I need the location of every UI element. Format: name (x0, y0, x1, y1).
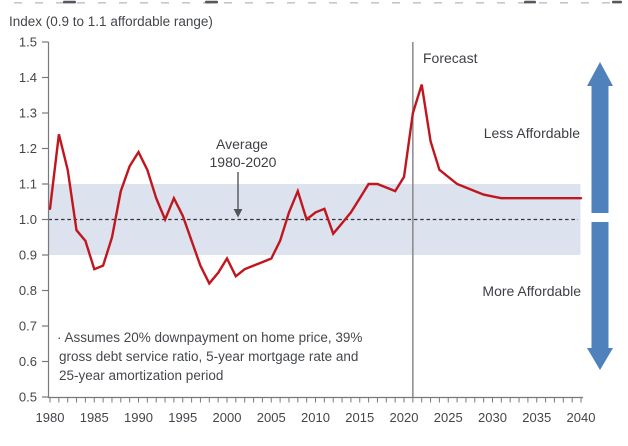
clipped-letter-fragment (77, 2, 85, 4)
clipped-letter-fragment (35, 2, 43, 4)
footnote-line-1: · Assumes 20% downpayment on home price,… (57, 330, 362, 345)
clipped-letter-fragment (140, 2, 148, 4)
clipped-letter-fragment (581, 2, 589, 4)
clipped-letter-fragment (612, 0, 622, 4)
x-tick-label: 2000 (213, 410, 242, 425)
clipped-letter-fragment (602, 2, 610, 4)
clipped-letter-fragment (161, 2, 169, 4)
clipped-letter-fragment (98, 2, 106, 4)
x-tick-label: 2025 (434, 410, 463, 425)
clipped-letter-fragment (476, 2, 484, 4)
clipped-title-fragments (14, 0, 622, 4)
y-tick-label: 0.6 (19, 354, 37, 369)
clipped-letter-fragment (524, 0, 536, 4)
clipped-letter-fragment (371, 2, 379, 4)
forecast-label: Forecast (423, 50, 478, 66)
index-axis-title: Index (0.9 to 1.1 affordable range) (9, 14, 213, 29)
y-tick-label: 1.1 (19, 177, 37, 192)
y-tick-label: 0.7 (19, 319, 37, 334)
x-tick-label: 1985 (80, 410, 109, 425)
clipped-letter-fragment (182, 2, 190, 4)
clipped-letter-fragment (287, 2, 295, 4)
x-tick-label: 2020 (390, 410, 419, 425)
clipped-letter-fragment (205, 0, 218, 4)
x-tick-label: 1980 (36, 410, 65, 425)
index-line-layer (48, 84, 583, 286)
x-tick-label: 2015 (345, 410, 374, 425)
y-tick-label: 1.5 (19, 35, 37, 50)
x-tick-label: 1995 (168, 410, 197, 425)
clipped-letter-fragment (308, 2, 316, 4)
clipped-letter-fragment (56, 2, 64, 4)
axes-layer: 1.5 1.4 1.3 1.2 1.1 1.0 0.9 0.8 0.7 0.6 0.5 1980 198… (19, 35, 596, 426)
clipped-letter-fragment (497, 2, 505, 4)
y-tick-label: 0.9 (19, 248, 37, 263)
average-label-line2: 1980-2020 (210, 154, 277, 170)
clipped-letter-fragment (560, 2, 568, 4)
x-tick-label: 2005 (257, 410, 286, 425)
x-tick-label: 2035 (522, 410, 551, 425)
footnote-line-3: 25-year amortization period (59, 368, 223, 383)
x-tick-label: 2040 (567, 410, 596, 425)
y-tick-label: 1.0 (19, 212, 37, 227)
clipped-letter-fragment (329, 2, 337, 4)
y-tick-label: 0.8 (19, 283, 37, 298)
footnote-line-2: gross debt service ratio, 5-year mortgag… (59, 349, 358, 364)
housing-affordability-index-line (48, 84, 583, 286)
more-affordable-down-arrow-icon (587, 222, 613, 370)
clipped-letter-fragment (266, 2, 274, 4)
less-affordable-up-arrow-icon (587, 62, 613, 213)
clipped-letter-fragment (539, 2, 547, 4)
clipped-letter-fragment (413, 2, 421, 4)
clipped-letter-fragment (245, 2, 253, 4)
more-affordable-label: More Affordable (482, 283, 581, 299)
clipped-letter-fragment (518, 2, 526, 4)
average-pointer-arrow (233, 172, 243, 218)
clipped-letter-fragment (350, 2, 358, 4)
average-label-line1: Average (216, 136, 268, 152)
x-tick-label: 2030 (478, 410, 507, 425)
y-tick-label: 1.2 (19, 141, 37, 156)
x-tick-label: 2010 (301, 410, 330, 425)
clipped-letter-fragment (434, 2, 442, 4)
y-tick-label: 1.4 (19, 70, 37, 85)
clipped-letter-fragment (14, 2, 22, 4)
x-tick-label: 1990 (124, 410, 153, 425)
clipped-letter-fragment (63, 0, 76, 4)
y-tick-label: 1.3 (19, 106, 37, 121)
y-tick-label: 0.5 (19, 390, 37, 405)
clipped-letter-fragment (455, 2, 463, 4)
clipped-letter-fragment (119, 2, 127, 4)
less-affordable-label: Less Affordable (484, 125, 580, 141)
clipped-letter-fragment (224, 2, 232, 4)
clipped-letter-fragment (392, 2, 400, 4)
